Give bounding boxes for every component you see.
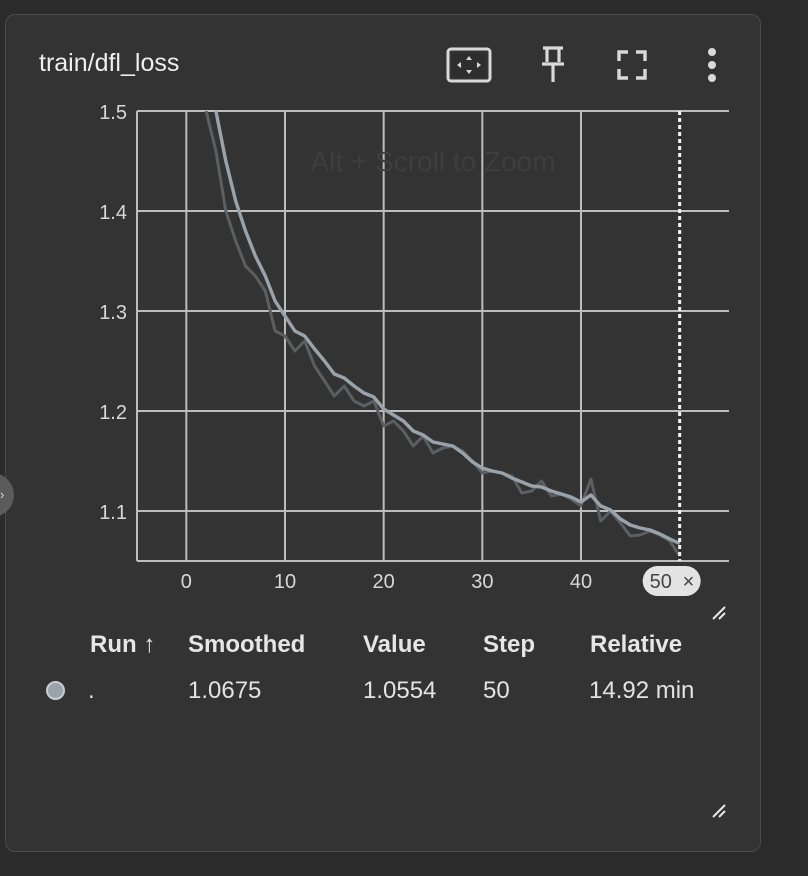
fullscreen-icon bbox=[617, 50, 647, 80]
fit-domain-button[interactable] bbox=[445, 45, 493, 85]
smoothed-series-line bbox=[214, 111, 681, 546]
sidebar-collapse-handle[interactable]: › bbox=[0, 473, 14, 517]
card-title: train/dfl_loss bbox=[39, 49, 180, 77]
column-header-step[interactable]: Step bbox=[483, 631, 536, 658]
pin-button[interactable] bbox=[529, 45, 577, 85]
resize-handle-icon[interactable] bbox=[711, 605, 727, 621]
y-tick-label: 1.3 bbox=[99, 302, 127, 324]
more-options-button[interactable] bbox=[688, 45, 736, 85]
raw-value: 1.0554 bbox=[363, 677, 437, 704]
column-header-relative[interactable]: Relative bbox=[590, 631, 683, 658]
zoom-hint: Alt + Scroll to Zoom bbox=[310, 146, 555, 177]
y-tick-label: 1.2 bbox=[99, 402, 127, 424]
x-tick-label: 0 bbox=[181, 571, 192, 593]
x-tick-label: 20 bbox=[373, 571, 395, 593]
fit-domain-icon bbox=[446, 47, 492, 83]
y-tick-label: 1.5 bbox=[99, 102, 127, 124]
y-tick-label: 1.1 bbox=[99, 502, 127, 524]
fullscreen-button[interactable] bbox=[608, 45, 656, 85]
relative-time: 14.92 min bbox=[589, 677, 695, 704]
x-tick-label: 10 bbox=[274, 571, 296, 593]
run-color-swatch[interactable] bbox=[46, 681, 65, 700]
y-tick-label: 1.4 bbox=[99, 202, 127, 224]
x-tick-label: 40 bbox=[570, 571, 592, 593]
more-vert-icon bbox=[708, 48, 716, 82]
column-header-run[interactable]: Run ↑ bbox=[90, 631, 156, 658]
pin-icon bbox=[542, 46, 564, 82]
chevron-right-icon: › bbox=[0, 487, 5, 502]
column-header-smoothed[interactable]: Smoothed bbox=[188, 631, 306, 658]
step-value: 50 bbox=[483, 677, 510, 704]
resize-handle-icon[interactable] bbox=[711, 803, 727, 819]
column-header-value[interactable]: Value bbox=[363, 631, 426, 658]
smoothed-value: 1.0675 bbox=[188, 677, 262, 704]
chart-svg[interactable]: 1.1 1.2 1.3 1.4 1.5 0 10 20 30 40 Alt + Scroll t… bbox=[6, 15, 762, 635]
loss-chart[interactable]: 1.1 1.2 1.3 1.4 1.5 0 10 20 30 40 Alt + Scroll t… bbox=[6, 15, 762, 640]
close-icon[interactable]: × bbox=[683, 571, 695, 593]
step-chip-label: 50 bbox=[650, 571, 672, 593]
step-chip[interactable]: 50 × bbox=[642, 566, 701, 596]
run-name: . bbox=[88, 677, 95, 704]
x-tick-label: 30 bbox=[471, 571, 493, 593]
raw-series-line bbox=[204, 111, 681, 557]
scalar-card: › train/dfl_loss 1.1 1.2 1.3 1.4 1.5 bbox=[0, 14, 762, 852]
